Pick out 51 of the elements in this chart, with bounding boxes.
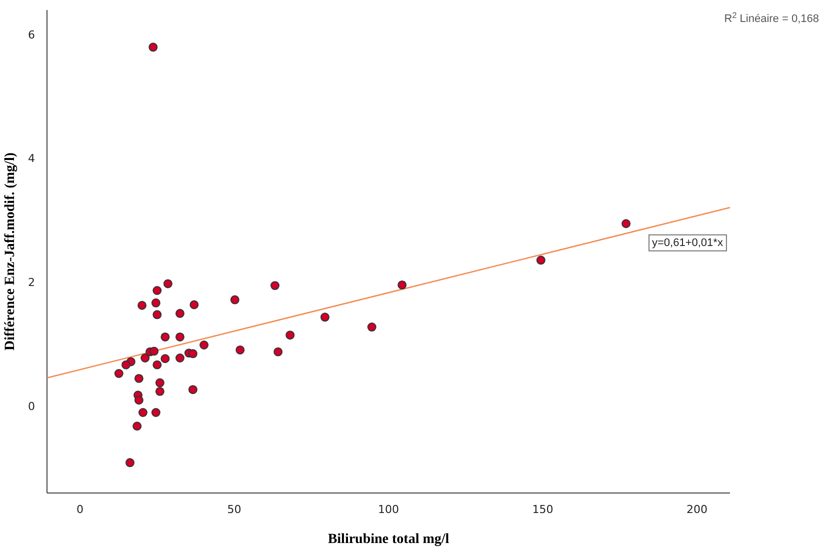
point: [121, 360, 130, 370]
x-tick-label: 150: [532, 502, 554, 516]
point: [367, 322, 376, 332]
point: [160, 332, 170, 342]
point: [152, 310, 162, 320]
point: [125, 458, 134, 468]
point: [163, 279, 172, 288]
x-tick-label: 50: [227, 502, 242, 516]
point: [230, 295, 240, 304]
point: [150, 346, 159, 356]
point: [148, 42, 158, 52]
point: [151, 408, 160, 417]
point: [175, 308, 184, 318]
annotation: R$^{2}$ Linéaire = 0,168: [724, 10, 819, 25]
point: [320, 312, 330, 322]
point: [188, 385, 198, 394]
point: [536, 256, 546, 265]
point: [188, 349, 198, 358]
y-tick-label: 2: [28, 276, 35, 289]
point: [152, 360, 162, 370]
point: [155, 378, 164, 388]
x-tick-label: 200: [686, 502, 708, 516]
x-tick-label: 0: [76, 502, 84, 516]
point: [114, 369, 124, 378]
point: [190, 300, 199, 310]
point: [134, 374, 144, 383]
y-tick-label: 0: [28, 400, 35, 413]
point: [200, 340, 209, 350]
x-tick-label: 100: [378, 502, 399, 516]
point: [138, 300, 147, 310]
point: [155, 386, 164, 396]
point: [151, 298, 160, 308]
point: [132, 422, 142, 431]
point: [270, 281, 280, 290]
point: [152, 286, 162, 295]
point: [236, 345, 245, 354]
point: [140, 354, 150, 362]
x-axis-title: Bilirubine total mg/l: [328, 532, 450, 547]
y-axis-title: Différence Enz-Jaff.modif. (mg/l): [3, 152, 18, 351]
point: [286, 330, 295, 340]
point: [138, 408, 148, 417]
point: [398, 280, 407, 290]
point: [175, 354, 184, 362]
point: [274, 347, 283, 356]
point: [175, 332, 184, 342]
annotation: y=0,61+0,01*x: [652, 236, 724, 249]
point: [622, 219, 631, 228]
y-tick-label: 4: [28, 152, 35, 166]
point: [160, 354, 170, 364]
point: [134, 396, 144, 405]
y-tick-label: 6: [28, 28, 35, 42]
